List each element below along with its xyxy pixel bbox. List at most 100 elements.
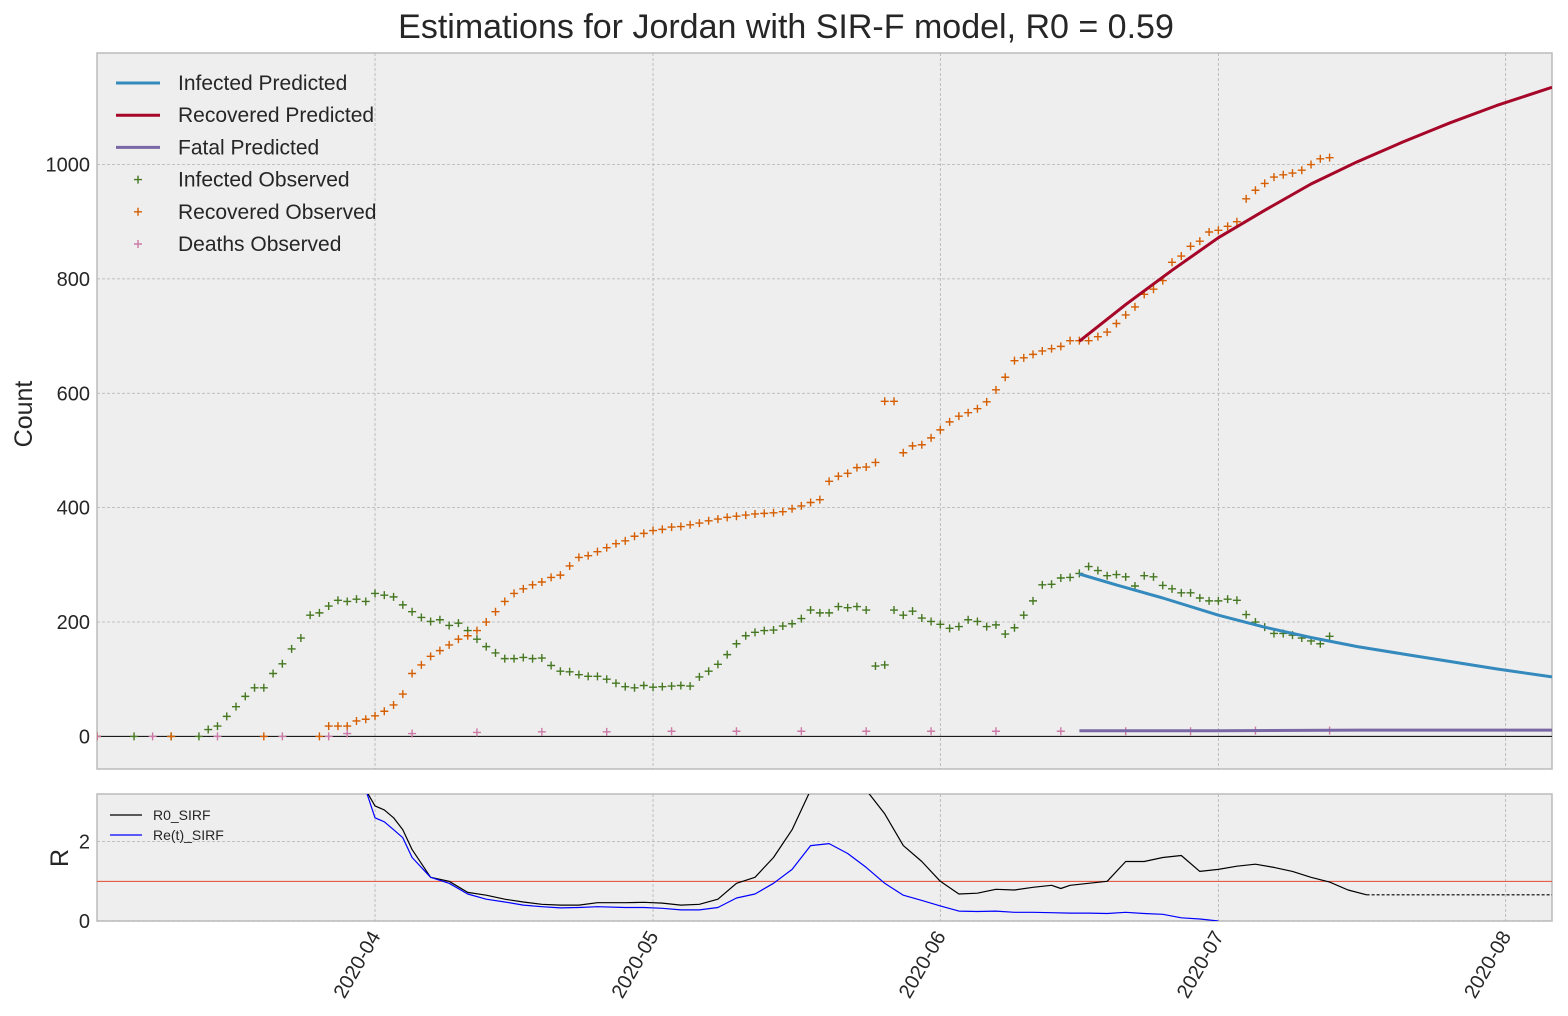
main-y-tick-label: 600 [57,383,90,405]
point-recovered-observed [1103,328,1112,337]
point-infected-observed [194,732,203,741]
point-infected-observed [241,692,250,701]
legend-swatch [134,240,142,248]
point-infected-observed [398,600,407,609]
point-recovered-observed [676,522,685,531]
main-y-tick-label: 0 [79,726,90,748]
point-infected-observed [954,622,963,631]
point-recovered-observed [982,397,991,406]
point-deaths-observed [732,727,741,736]
point-infected-observed [445,621,454,630]
x-tick-label: 2020-06 [895,928,951,1003]
point-recovered-observed [1001,373,1010,382]
point-recovered-observed [472,626,481,635]
point-infected-observed [908,607,917,616]
point-recovered-observed [890,397,899,406]
point-recovered-observed [917,440,926,449]
point-recovered-observed [760,509,769,518]
r-legend-item-r0-sirf: R0_SIRF [110,807,211,823]
legend-label: Fatal Predicted [178,136,319,159]
point-infected-observed [1168,584,1177,593]
point-recovered-observed [741,511,750,520]
point-infected-observed [1316,639,1325,648]
point-infected-observed [204,725,213,734]
x-tick-label: 2020-07 [1173,928,1229,1003]
x-tick-labels: 2020-04 2020-05 2020-06 2020-07 2020-08 [330,928,1516,1003]
r-legend-label: Re(t)_SIRF [153,827,224,843]
point-recovered-observed [445,640,454,649]
point-recovered-observed [593,547,602,556]
point-recovered-observed [1186,242,1195,251]
point-recovered-observed [899,448,908,457]
line-recovered-predicted [1078,85,1552,343]
point-infected-observed [862,606,871,615]
point-deaths-observed [408,729,417,738]
point-recovered-observed [343,722,352,731]
point-recovered-observed [417,660,426,669]
point-infected-observed [1112,570,1121,579]
point-recovered-observed [973,404,982,413]
point-recovered-observed [927,433,936,442]
point-recovered-observed [964,408,973,417]
point-infected-observed [491,648,500,657]
x-tick-label: 2020-08 [1460,928,1516,1003]
point-infected-observed [296,634,305,643]
r-legend: R0_SIRF Re(t)_SIRF [110,807,224,843]
point-infected-observed [278,659,287,668]
point-recovered-observed [482,618,491,627]
point-infected-observed [732,639,741,648]
point-infected-observed [371,589,380,598]
point-infected-observed [667,682,676,691]
point-infected-observed [472,635,481,644]
point-recovered-observed [639,529,648,538]
x-tick-label: 2020-04 [330,928,386,1003]
point-infected-observed [306,611,315,620]
point-recovered-observed [361,715,370,724]
point-infected-observed [1214,596,1223,605]
point-recovered-observed [491,607,500,616]
point-recovered-observed [723,513,732,522]
point-infected-observed [574,670,583,679]
point-recovered-observed [1177,252,1186,261]
point-recovered-observed [324,722,333,731]
point-infected-observed [537,654,546,663]
point-recovered-observed [352,716,361,725]
r-line-re-t-sirf [366,794,1219,921]
point-recovered-observed [825,477,834,486]
point-recovered-observed [1130,302,1139,311]
point-recovered-observed [259,732,268,741]
main-plot-area [96,52,1553,770]
point-infected-observed [1084,562,1093,571]
main-y-tick-label: 1000 [46,155,91,177]
point-recovered-observed [732,512,741,521]
point-infected-observed [1121,572,1130,581]
legend-item-fatal-predicted: Fatal Predicted [116,136,319,159]
point-recovered-observed [537,577,546,586]
point-recovered-observed [1093,332,1102,341]
point-recovered-observed [954,412,963,421]
point-infected-observed [1325,632,1334,641]
point-recovered-observed [1269,173,1278,182]
point-recovered-observed [454,635,463,644]
point-infected-observed [825,608,834,617]
legend-label: Infected Observed [178,169,350,192]
point-infected-observed [1093,566,1102,575]
point-infected-observed [982,622,991,631]
line-infected-predicted [1078,572,1552,679]
point-recovered-observed [1297,166,1306,175]
point-infected-observed [510,654,519,663]
point-deaths-observed [991,727,1000,736]
chart-title: Estimations for Jordan with SIR-F model,… [398,8,1174,46]
point-recovered-observed [1038,346,1047,355]
point-infected-observed [1047,580,1056,589]
point-recovered-observed [1232,217,1241,226]
point-infected-observed [815,608,824,617]
point-recovered-observed [1214,226,1223,235]
point-infected-observed [1038,580,1047,589]
point-recovered-observed [333,722,342,731]
point-infected-observed [611,679,620,688]
main-y-tick-labels: 0 200 400 600 800 1000 [46,155,91,749]
point-recovered-observed [1205,228,1214,236]
point-infected-observed [426,617,435,626]
